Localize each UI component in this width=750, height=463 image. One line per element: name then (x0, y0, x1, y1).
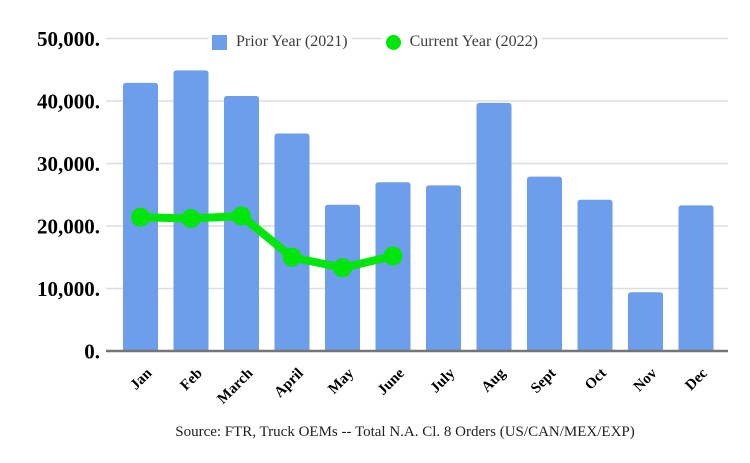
x-axis-label-jan: Jan (128, 365, 156, 393)
x-axis-label-oct: Oct (582, 366, 610, 394)
line-point-jan (131, 207, 150, 227)
y-axis-tick-30000: 30,000. (37, 152, 100, 176)
chart-legend: Prior Year (2021) Current Year (2022) (0, 31, 750, 53)
bar-may (325, 204, 360, 351)
x-axis-label-sept: Sept (528, 366, 559, 397)
legend-item-label: Prior Year (2021) (236, 33, 348, 50)
y-axis-tick-10000: 10,000. (37, 277, 100, 301)
bar-aug (476, 102, 512, 351)
chart-canvas: 0. 10,000. 20,000. 30,000. 40,000. 50,000. Jan… (37, 27, 728, 407)
x-axis-label-nov: Nov (631, 365, 661, 395)
y-axis-tick-40000: 40,000. (37, 90, 100, 114)
bar-sept (527, 176, 562, 351)
source-note: Source: FTR, Truck OEMs -- Total N.A. Cl… (175, 424, 635, 440)
legend-circle-icon (385, 34, 401, 50)
x-axis-label-dec: Dec (682, 365, 711, 394)
line-point-april (282, 247, 302, 267)
bar-july (426, 185, 461, 351)
legend-item-prior-year: Prior Year (2021) (208, 31, 352, 53)
x-axis-label-aug: Aug (479, 365, 510, 396)
bar-oct (577, 199, 613, 351)
line-point-feb (181, 209, 201, 228)
bar-dec (678, 205, 714, 351)
line-point-may (333, 258, 352, 278)
legend-square-icon (212, 34, 228, 50)
x-axis-label-march: March (215, 365, 257, 407)
y-axis-tick-0: 0. (84, 340, 100, 364)
legend-item-label: Current Year (2022) (409, 33, 538, 50)
x-axis-label-june: June (375, 365, 408, 398)
y-axis-tick-20000: 20,000. (37, 215, 100, 239)
bar-april (274, 133, 310, 351)
line-point-march (232, 206, 251, 226)
x-axis-label-may: May (325, 365, 357, 397)
x-axis-label-feb: Feb (177, 366, 205, 394)
bar-nov (628, 292, 663, 351)
legend-item-current-year: Current Year (2022) (381, 31, 542, 53)
line-point-june (383, 246, 403, 266)
x-axis-label-july: July (428, 365, 459, 396)
bar-june (375, 182, 411, 351)
x-axis-label-april: April (271, 366, 306, 401)
y-axis-tick-50000: 50,000. (37, 27, 100, 51)
